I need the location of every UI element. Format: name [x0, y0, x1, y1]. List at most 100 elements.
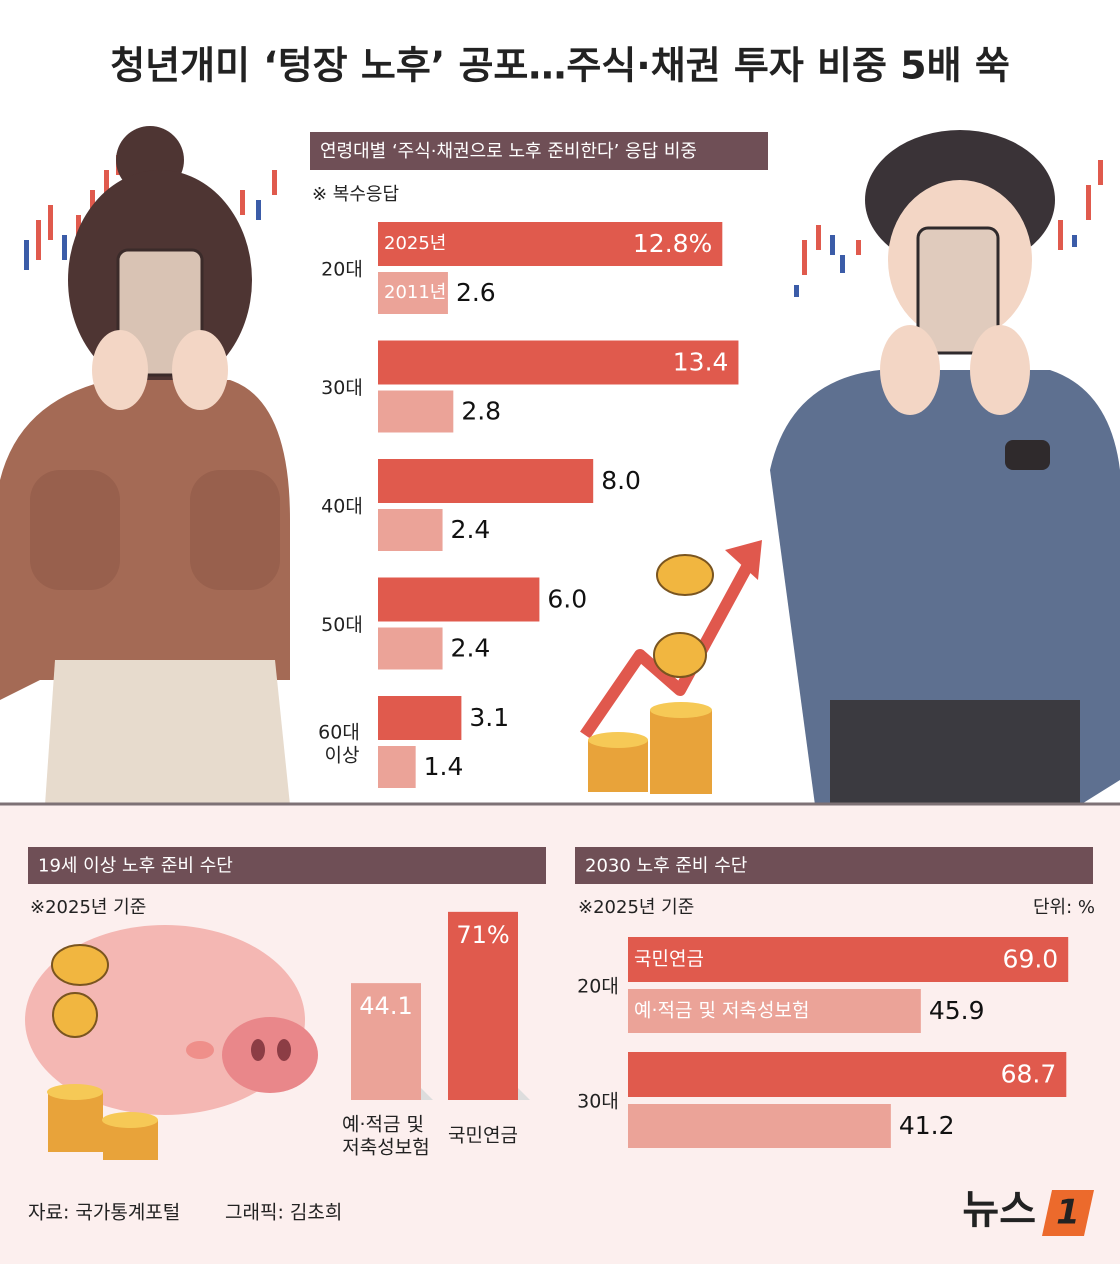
page-title: 청년개미 ‘텅장 노후’ 공포…주식·채권 투자 비중 5배 쑥 [110, 44, 1010, 88]
decor-ellipse [880, 325, 940, 415]
value-label: 2.6 [456, 278, 496, 307]
illustration-woman [0, 126, 290, 805]
decor-polyline [580, 562, 754, 739]
logo-text: 뉴스 [962, 1187, 1036, 1233]
legend-label: 2025년 [384, 233, 446, 254]
decor-rect [48, 205, 53, 240]
source: 자료: 국가통계포털 [28, 1202, 180, 1224]
bar [628, 1052, 1067, 1097]
chart-title: 2030 노후 준비 수단 [585, 856, 747, 877]
chart-title: 연령대별 ‘주식·채권으로 노후 준비한다’ 응답 비중 [320, 141, 697, 162]
logo-mark: 1 [1056, 1193, 1080, 1233]
decor-rect [90, 190, 95, 220]
decor-rect [240, 190, 245, 215]
decor-rect [816, 225, 821, 250]
decor-rect [650, 710, 712, 794]
decor-rect [30, 470, 120, 590]
decor-ellipse [653, 632, 707, 678]
decor-polygon [725, 540, 762, 580]
text-line: 60대 [318, 721, 366, 743]
decor-rect [48, 1092, 103, 1152]
value-label: 44.1 [359, 992, 412, 1020]
decor-rect [1072, 235, 1077, 247]
value-label: 1.4 [424, 752, 464, 781]
bar-shadow [518, 1088, 530, 1100]
chart-header-bar [575, 847, 1093, 884]
legend-label: 국민연금 [634, 948, 704, 970]
value-label: 6.0 [547, 585, 587, 614]
category-label: 예·적금 및 저축성보험 [342, 1113, 430, 1158]
decor-rect [190, 470, 280, 590]
bar [378, 696, 462, 740]
bar [378, 222, 723, 266]
bar [378, 459, 594, 503]
decor-ellipse [277, 1039, 291, 1061]
value-label: 41.2 [899, 1111, 955, 1140]
bar [378, 746, 416, 788]
bar [378, 509, 443, 551]
decor-rect [802, 240, 807, 275]
decor-ellipse [222, 1017, 318, 1093]
decor-rect [840, 255, 845, 273]
decor-rect [856, 240, 861, 255]
bar [378, 577, 540, 622]
decor-ellipse [172, 330, 228, 410]
candles-right [794, 160, 1103, 297]
category-label: 60대 이상 [318, 721, 366, 766]
decor-rect [794, 285, 799, 297]
chart-header-bar [310, 132, 768, 170]
value-label: 3.1 [469, 703, 509, 732]
logo-badge [1042, 1190, 1094, 1236]
category-label: 20대 [321, 259, 363, 281]
bar [351, 983, 421, 1100]
value-label: 68.7 [1001, 1060, 1057, 1089]
chart-note: ※2025년 기준 [578, 897, 694, 918]
decor-rect [36, 220, 41, 260]
decor-ellipse [650, 702, 712, 718]
decor-rect [830, 235, 835, 255]
bar [378, 390, 454, 433]
chart-note: ※ 복수응답 [312, 184, 399, 205]
text-line: 저축성보험 [342, 1136, 429, 1158]
illustration-pig [25, 925, 318, 1160]
decor-ellipse [186, 1041, 214, 1059]
decor-rect [916, 226, 1000, 355]
value-label: 12.8% [633, 229, 712, 258]
decor-path [0, 380, 290, 700]
category-label: 30대 [577, 1091, 619, 1113]
decor-ellipse [92, 330, 148, 410]
category-label: 30대 [321, 377, 363, 399]
decor-rect [76, 215, 81, 240]
decor-ellipse [588, 732, 648, 748]
decor-ellipse [102, 1112, 158, 1128]
decor-rect [62, 235, 67, 260]
decor-rect [256, 200, 261, 220]
chart-title: 19세 이상 노후 준비 수단 [38, 856, 233, 877]
illustration-man [770, 130, 1120, 805]
decor-rect [1098, 160, 1103, 185]
unit-label: 단위: % [1033, 897, 1095, 918]
category-label: 20대 [577, 976, 619, 998]
decor-rect [1086, 185, 1091, 220]
bar [448, 911, 518, 1100]
decor-rect [1005, 440, 1050, 470]
decor-rect [104, 170, 109, 200]
decor-ellipse [656, 554, 714, 596]
bar [628, 1104, 891, 1148]
decor-ellipse [47, 1084, 103, 1100]
decor-path [770, 370, 1120, 805]
decor-ellipse [251, 1039, 265, 1061]
bar [628, 989, 921, 1033]
value-label: 45.9 [929, 996, 985, 1025]
value-label: 69.0 [1003, 945, 1059, 974]
text-line: 예·적금 및 [342, 1113, 430, 1135]
value-label: 2.4 [451, 515, 491, 544]
category-label: 50대 [321, 614, 363, 636]
chart-note: ※2025년 기준 [30, 897, 146, 918]
value-label: 13.4 [673, 348, 729, 377]
decor-rect [24, 240, 29, 270]
category-label: 40대 [321, 496, 363, 518]
bar [378, 272, 448, 314]
bar [628, 937, 1069, 982]
